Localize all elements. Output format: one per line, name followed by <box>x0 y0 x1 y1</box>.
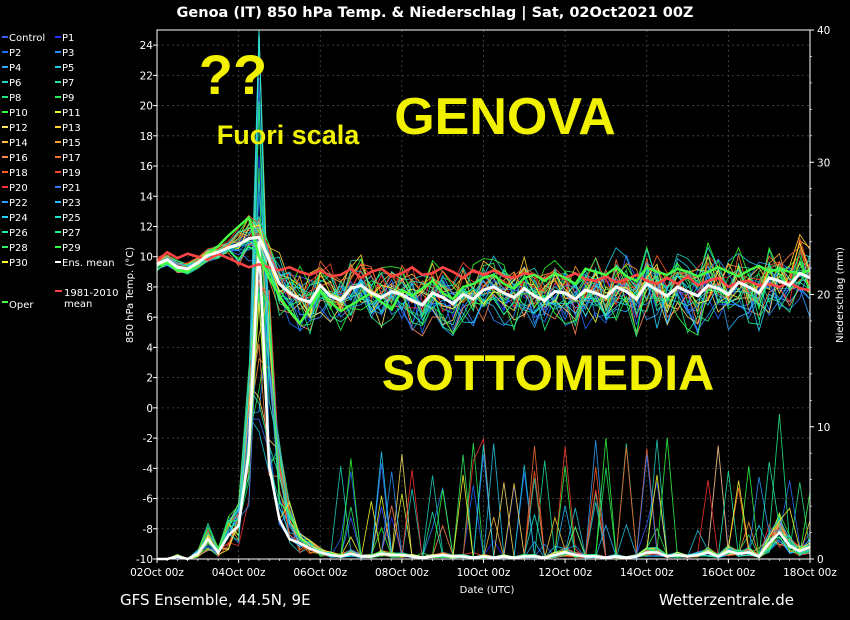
y-left-tick-label: 12 <box>140 221 153 233</box>
legend-label: P16 <box>9 153 28 164</box>
legend-label: Oper <box>9 300 34 311</box>
ensemble-members-layer <box>156 214 811 338</box>
legend-label: P23 <box>62 198 81 209</box>
x-tick-label: 12Oct 00z <box>538 567 592 579</box>
legend: Control P1 P2 P3 P4 P5 P6 P7 P8 P9 P10 P11 P12 P13 P14… <box>2 33 119 311</box>
legend-label: P14 <box>9 138 28 149</box>
legend-label: P10 <box>9 108 28 119</box>
x-label: Date (UTC) <box>460 585 515 596</box>
y-left-tick-label: -2 <box>143 433 153 445</box>
x-tick-label: 16Oct 00z <box>702 567 756 579</box>
temp-series-ens-mean <box>156 235 811 307</box>
y-left-tick-label: 20 <box>140 101 153 113</box>
temp-series-p26 <box>156 239 811 326</box>
legend-label: P7 <box>62 78 74 89</box>
y-right-tick-label: 10 <box>817 422 830 434</box>
legend-label: P21 <box>62 183 81 194</box>
y-left-tick-label: -4 <box>143 463 154 475</box>
y-left-tick-label: 8 <box>146 282 153 294</box>
legend-label: P15 <box>62 138 81 149</box>
temp-series-climate-mean <box>156 250 811 292</box>
y-right-tick-label: 0 <box>817 554 824 566</box>
y-right-tick-label: 20 <box>817 290 830 302</box>
y-left-tick-label: -10 <box>136 554 153 566</box>
temp-series-oper <box>156 215 811 326</box>
y-right-label: Niederschlag (mm) <box>835 247 846 343</box>
y-left-tick-label: 14 <box>140 191 154 203</box>
annotations: ?? Fuori scala GENOVA SOTTOMEDIA <box>199 43 714 401</box>
legend-label: P17 <box>62 153 81 164</box>
legend-label: P28 <box>9 243 28 254</box>
annotation-question: ?? <box>199 43 267 106</box>
y-left-tick-label: 10 <box>140 252 153 264</box>
x-tick-label: 14Oct 00z <box>620 567 674 579</box>
legend-label: P27 <box>62 228 81 239</box>
legend-label: P20 <box>9 183 28 194</box>
x-tick-label: 04Oct 00z <box>212 567 266 579</box>
legend-label: P4 <box>9 63 21 74</box>
legend-label: P19 <box>62 168 81 179</box>
y-right-tick-label: 30 <box>817 157 830 169</box>
legend-label: P5 <box>62 63 74 74</box>
legend-label: P2 <box>9 48 21 59</box>
legend-label: P24 <box>9 213 28 224</box>
y-left-tick-label: 22 <box>140 70 153 82</box>
legend-label: P3 <box>62 48 74 59</box>
y-left-tick-label: 24 <box>140 40 154 52</box>
legend-label: P1 <box>62 33 74 44</box>
legend-label: Ens. mean <box>62 258 115 269</box>
legend-label: P12 <box>9 123 28 134</box>
x-tick-label: 06Oct 00z <box>293 567 347 579</box>
y-left-tick-label: 2 <box>146 373 153 385</box>
annotation-fuori-scala: Fuori scala <box>217 120 361 150</box>
legend-label: P26 <box>9 228 28 239</box>
legend-label: 1981-2010 <box>64 288 119 299</box>
y-left-tick-label: 16 <box>140 161 154 173</box>
legend-label: P13 <box>62 123 81 134</box>
y-right-tick-label: 40 <box>817 25 830 37</box>
legend-label: P30 <box>9 258 28 269</box>
x-tick-label: 18Oct 00z <box>783 567 837 579</box>
legend-label: P9 <box>62 93 74 104</box>
temp-series-p25 <box>156 221 811 312</box>
y-left-tick-label: 0 <box>146 403 153 415</box>
legend-label: P22 <box>9 198 28 209</box>
highlighted-series-layer <box>156 215 811 561</box>
legend-label: P25 <box>62 213 81 224</box>
y-left-tick-label: -8 <box>143 524 153 536</box>
x-tick-label: 08Oct 00z <box>375 567 429 579</box>
precip-series-ens-mean <box>157 241 811 561</box>
y-left-tick-label: 4 <box>146 342 153 354</box>
y-left-tick-label: -6 <box>143 494 154 506</box>
footer-credit: Wetterzentrale.de <box>659 591 794 609</box>
legend-label: P18 <box>9 168 28 179</box>
annotation-genova: GENOVA <box>394 88 616 146</box>
legend-label: mean <box>64 299 92 310</box>
y-left-label: 850 hPa Temp. (°C) <box>125 247 136 343</box>
y-left-tick-label: 6 <box>146 312 153 324</box>
legend-label: P29 <box>62 243 81 254</box>
legend-label: P11 <box>62 108 81 119</box>
annotation-sottomedia: SOTTOMEDIA <box>382 345 714 401</box>
y-left-tick-label: 18 <box>140 131 153 143</box>
x-tick-label: 02Oct 00z <box>130 567 184 579</box>
x-tick-label: 10Oct 00z <box>457 567 511 579</box>
legend-label: P6 <box>9 78 21 89</box>
chart-title: Genoa (IT) 850 hPa Temp. & Niederschlag … <box>177 5 694 21</box>
legend-label: P8 <box>9 93 21 104</box>
footer-source: GFS Ensemble, 44.5N, 9E <box>120 591 311 609</box>
legend-label: Control <box>9 33 45 44</box>
